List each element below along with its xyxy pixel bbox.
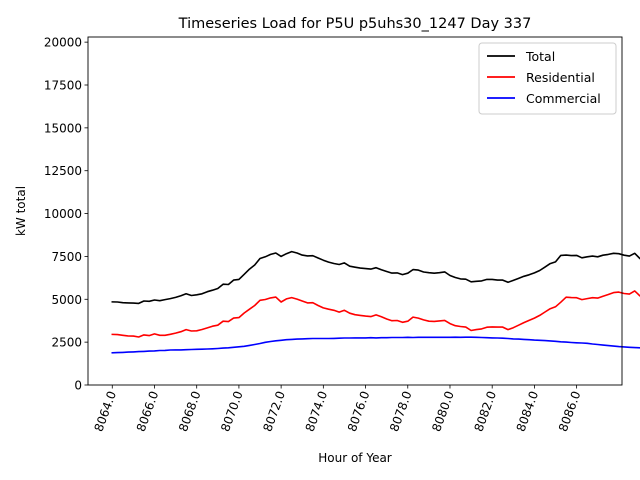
y-tick-label: 20000 bbox=[44, 36, 82, 50]
y-tick-label: 12500 bbox=[44, 164, 82, 178]
y-tick-label: 5000 bbox=[51, 293, 82, 307]
y-tick-label: 15000 bbox=[44, 121, 82, 135]
legend-label-residential: Residential bbox=[526, 70, 595, 85]
y-tick-label: 10000 bbox=[44, 207, 82, 221]
legend: Total Residential Commercial bbox=[478, 42, 617, 115]
legend-label-total: Total bbox=[525, 49, 555, 64]
y-tick-label: 2500 bbox=[51, 336, 82, 350]
series-line-commercial bbox=[111, 336, 640, 354]
legend-box bbox=[478, 42, 617, 115]
series-layer bbox=[111, 250, 640, 354]
y-axis: 0 2500 5000 7500 10000 12500 15000 17500 20000 bbox=[44, 36, 88, 393]
legend-label-commercial: Commercial bbox=[526, 91, 601, 106]
y-axis-label: kW total bbox=[14, 186, 28, 236]
series-line-total bbox=[111, 250, 640, 305]
y-tick-label: 0 bbox=[74, 379, 82, 393]
axes-frame bbox=[87, 36, 623, 386]
y-tick-label: 7500 bbox=[51, 250, 82, 264]
y-tick-label: 17500 bbox=[44, 79, 82, 93]
x-axis-label: Hour of Year bbox=[318, 451, 392, 465]
series-line-residential bbox=[111, 290, 640, 338]
plot-area bbox=[87, 36, 640, 386]
chart-title: Timeseries Load for P5U p5uhs30_1247 Day… bbox=[178, 16, 532, 32]
